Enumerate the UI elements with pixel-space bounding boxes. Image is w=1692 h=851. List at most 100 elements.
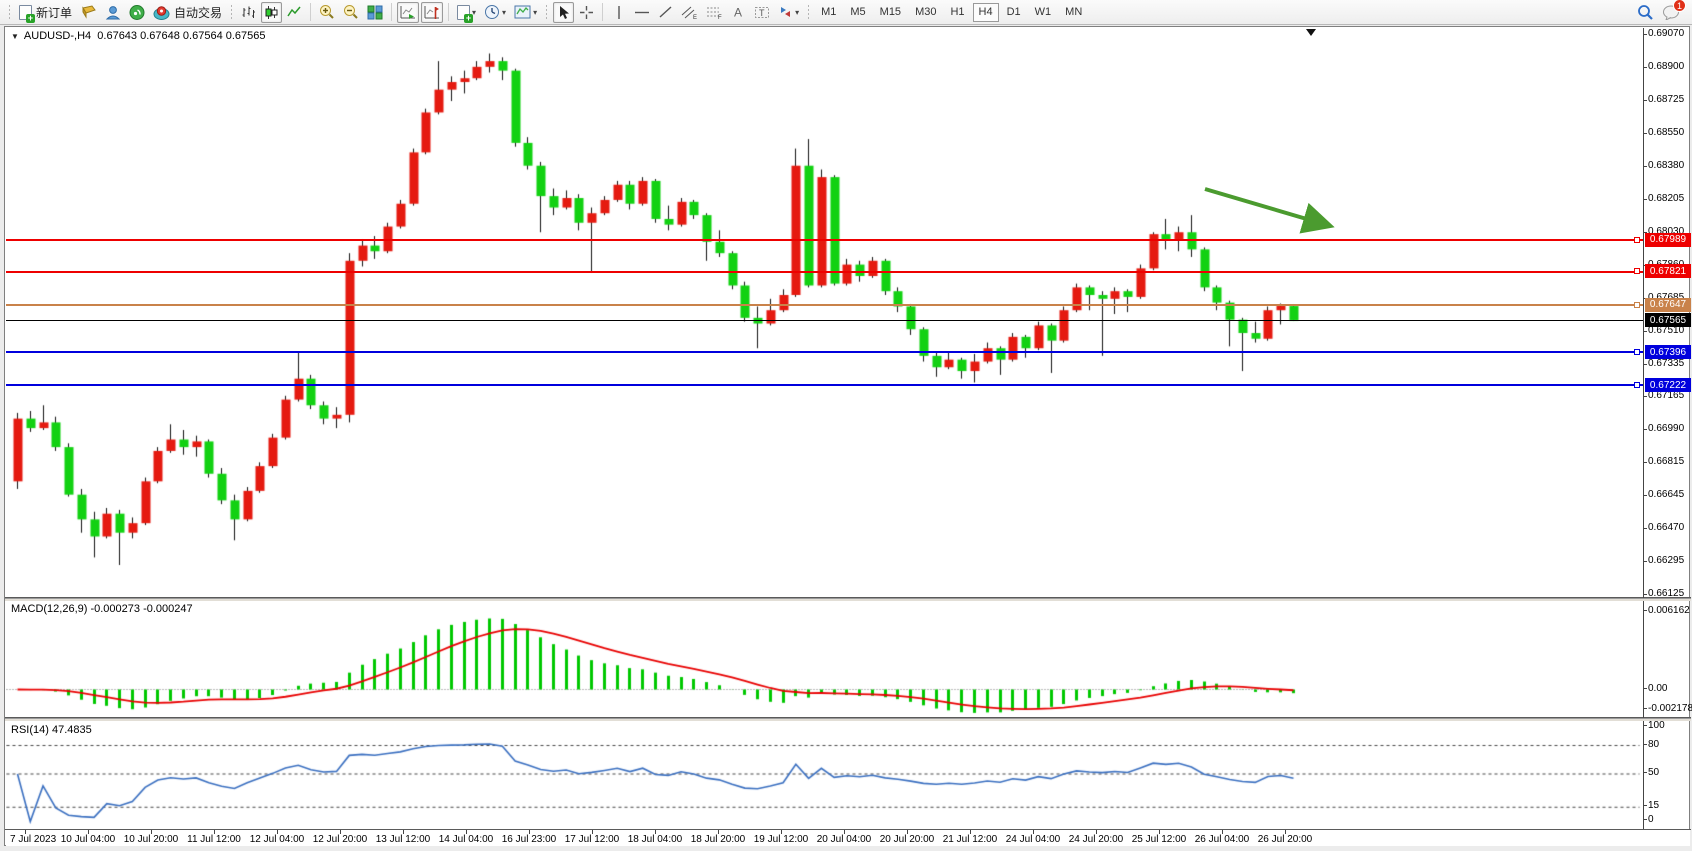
hline-handle[interactable] [1634,236,1640,243]
bar-chart-button[interactable] [238,2,259,23]
fibonacci-button[interactable]: F [703,2,726,23]
tab-timeframe-m5[interactable]: M5 [850,6,866,18]
hline-handle[interactable] [1634,349,1640,356]
price-tick-label: 0.67685 [1648,292,1684,303]
chevron-down-icon: ▾ [533,7,538,17]
candlestick-icon [264,5,279,20]
macd-tick-label: -0.002178 [1648,703,1692,714]
rsi-splitter[interactable] [5,718,1691,721]
autotrade-button[interactable]: 自动交易 [150,2,225,23]
price-tick-label: 0.66990 [1648,423,1685,435]
horizontal-line-0.67565[interactable] [6,319,1643,321]
tile-windows-button[interactable] [364,2,386,23]
tab-timeframe-mn[interactable]: MN [1065,6,1083,18]
hline-handle[interactable] [1634,382,1640,389]
hline-handle[interactable] [1634,301,1640,308]
autoscroll-button[interactable] [397,1,420,23]
time-tick [88,830,89,834]
zoom-in-button[interactable] [316,2,338,23]
profile-button[interactable] [77,2,100,23]
toolbar-grip[interactable] [806,3,812,21]
price-tick-label: 0.66470 [1648,522,1685,534]
crosshair-icon [579,5,594,20]
time-tick [970,830,971,834]
price-tick [1643,528,1647,530]
price-tick [1643,66,1647,68]
toolbar-grip[interactable] [229,3,235,21]
channel-icon: E [681,5,698,21]
price-level-badge: 0.67396 [1645,345,1691,360]
time-axis[interactable]: 7 Jul 2023 10 Jul 04:00 10 Jul 20:00 11 … [6,830,1690,846]
rsi-tick [1643,805,1647,806]
time-tick [1033,830,1034,834]
signals-icon [129,4,145,20]
notifications-button[interactable]: 1 [1662,0,1686,21]
price-tick-label: 0.69070 [1648,28,1685,39]
search-icon[interactable] [1637,4,1654,21]
price-level-badge: 0.67821 [1645,264,1691,279]
macd-tick-label: 0.006162 [1648,605,1690,616]
time-tick [1096,830,1097,834]
channel-button[interactable]: E [678,2,701,23]
vertical-line-button[interactable] [608,2,629,23]
tab-timeframe-m15[interactable]: M15 [879,6,902,18]
macd-panel-canvas[interactable] [6,600,1643,718]
line-chart-button[interactable] [284,2,305,23]
price-level-badge: 0.67647 [1645,297,1691,312]
tab-timeframe-m30[interactable]: M30 [915,6,937,18]
time-tick [214,830,215,834]
indicators-button[interactable]: + ▾ [454,2,479,23]
tab-timeframe-h4[interactable]: H4 [972,2,999,22]
price-level-badge: 0.67222 [1645,378,1691,393]
horizontal-line-0.67989[interactable] [6,238,1643,241]
zoom-out-button[interactable] [340,2,362,23]
price-tick-label: 0.68550 [1648,126,1685,138]
templates-button[interactable]: ▾ [511,2,540,23]
time-tick [277,830,278,834]
candlestick-button[interactable] [261,1,283,23]
crosshair-button[interactable] [576,2,597,23]
horizontal-line-button[interactable] [631,2,653,23]
chart-shift-button[interactable] [421,1,444,23]
price-chart-canvas[interactable] [6,28,1643,598]
trendline-button[interactable] [655,2,676,23]
rsi-panel-canvas[interactable] [6,720,1643,829]
rsi-tick-label: 0 [1648,814,1654,825]
community-button[interactable] [102,2,124,23]
tab-timeframe-w1[interactable]: W1 [1034,6,1052,18]
time-tick-label: 19 Jul 12:00 [753,834,809,845]
hline-handle[interactable] [1634,268,1640,275]
time-tick-label: 18 Jul 20:00 [690,834,746,845]
chart-menu-button[interactable]: ▼ [11,32,19,41]
price-tick-label: 0.66645 [1648,489,1685,501]
horizontal-line-0.67821[interactable] [6,270,1643,273]
macd-tick-label: 0.00 [1648,683,1668,694]
cursor-button[interactable] [553,1,575,23]
panel-divider [5,829,1691,830]
arrows-button[interactable]: ▾ [775,2,802,23]
periods-icon [484,4,500,20]
new-order-button[interactable]: + 新订单 [16,2,75,23]
tab-timeframe-m1[interactable]: M1 [821,6,837,18]
trend-arrow-annotation[interactable] [5,27,1691,847]
tab-timeframe-h1[interactable]: H1 [950,6,965,18]
horizontal-line-0.67222[interactable] [6,384,1643,387]
toolbar-grip[interactable] [544,3,550,21]
text-button[interactable]: A [728,2,749,23]
rsi-tick-label: 15 [1648,800,1660,811]
chart-shift-marker[interactable] [1306,29,1316,36]
macd-splitter[interactable] [5,598,1691,601]
tab-timeframe-d1[interactable]: D1 [1006,6,1021,18]
signals-button[interactable] [126,2,148,23]
rsi-tick [1643,744,1647,745]
time-tick [25,830,26,834]
periods-button[interactable]: ▾ [481,2,509,23]
time-tick-label: 14 Jul 04:00 [438,834,494,845]
price-tick [1643,495,1647,497]
horizontal-line-0.67647[interactable] [6,303,1643,306]
time-tick [151,830,152,834]
horizontal-line-0.67396[interactable] [6,351,1643,354]
toolbar-grip[interactable] [7,3,12,21]
chart-title: ▼ AUDUSD-,H4 0.67643 0.67648 0.67564 0.67… [11,30,266,42]
label-button[interactable]: T [751,2,773,23]
